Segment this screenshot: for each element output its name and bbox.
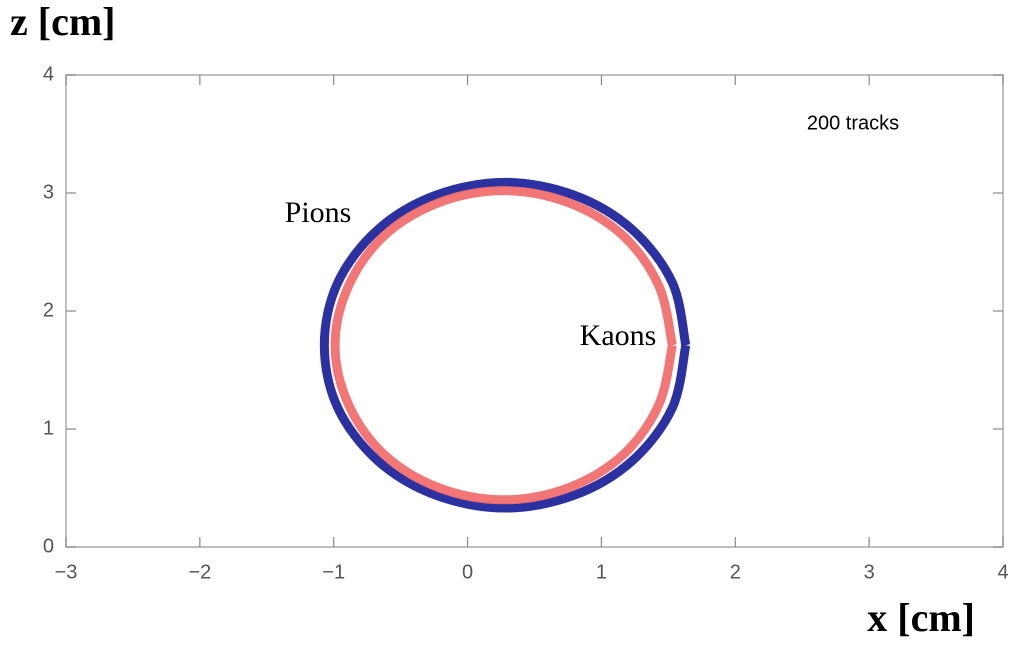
y-tick-label: 4 [43, 63, 54, 85]
x-tick-label: 2 [730, 561, 741, 583]
series-label: Kaons [580, 319, 657, 352]
y-tick-label: 3 [43, 181, 54, 203]
x-tick-label: 1 [596, 561, 607, 583]
x-tick-label: 3 [864, 561, 875, 583]
x-tick-label: 0 [462, 561, 473, 583]
y-axis-label: z [cm] [10, 0, 115, 44]
x-tick-label: −1 [322, 561, 345, 583]
series-label: Pions [285, 196, 352, 229]
x-tick-label: −2 [188, 561, 211, 583]
x-axis-label: x [cm] [867, 595, 975, 640]
plot-frame [65, 74, 1004, 548]
annotation: 200 tracks [807, 112, 899, 134]
ring-line [330, 186, 677, 505]
ring-line [319, 177, 691, 513]
y-tick-label: 1 [43, 417, 54, 439]
x-tick-label: −3 [55, 561, 78, 583]
y-tick-label: 0 [43, 535, 54, 557]
x-tick-label: 4 [997, 561, 1008, 583]
y-tick-label: 2 [43, 299, 54, 321]
